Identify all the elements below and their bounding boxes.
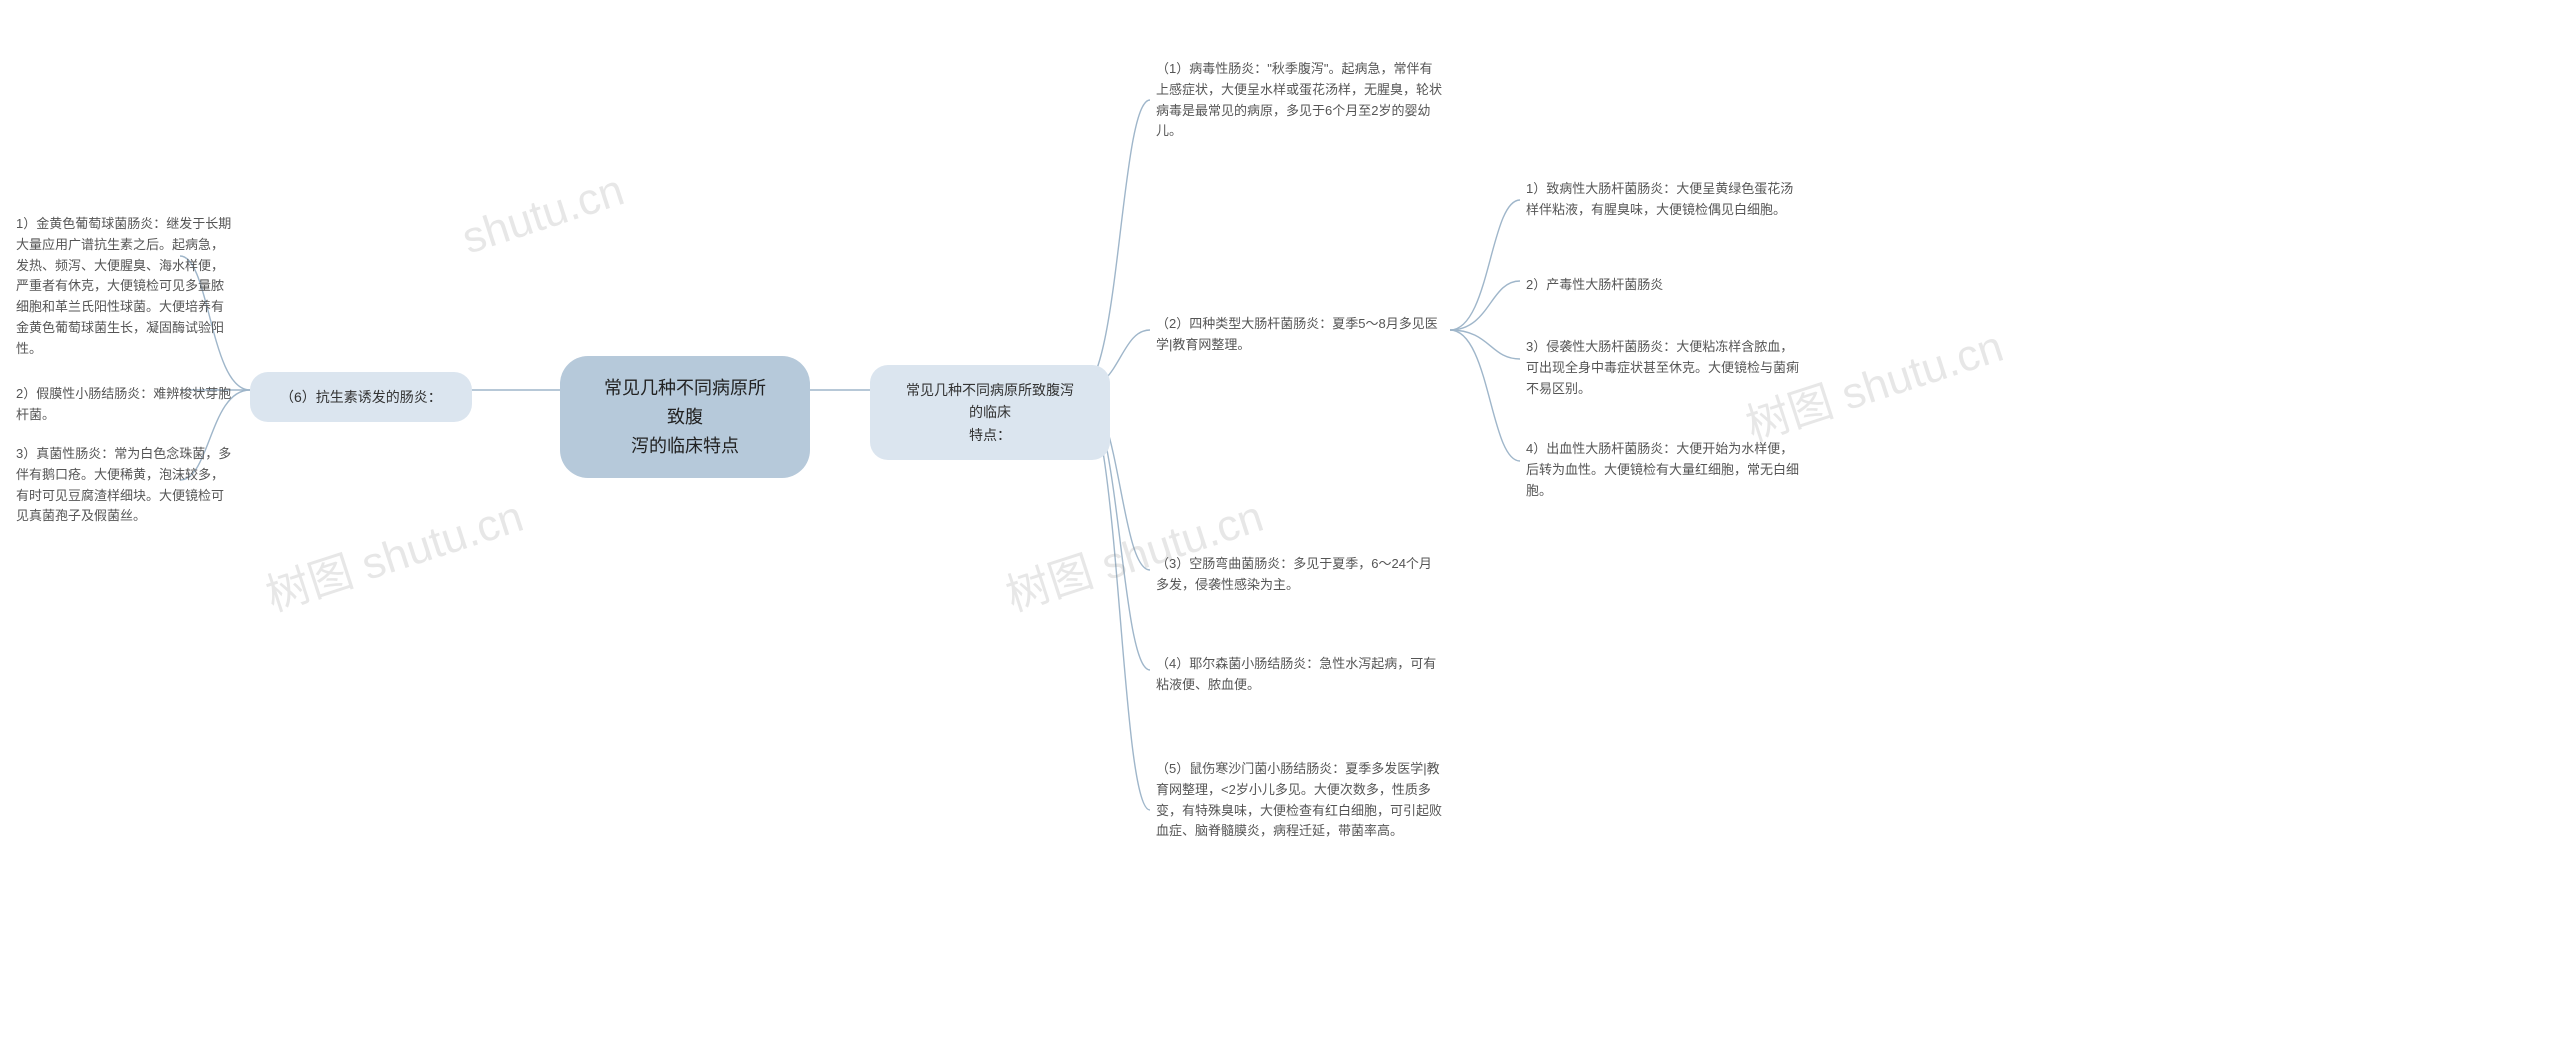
watermark-2: shutu.cn <box>456 166 630 265</box>
right-leaf-5: （5）鼠伤寒沙门菌小肠结肠炎：夏季多发医学|教育网整理，<2岁小儿多见。大便次数… <box>1150 755 1450 846</box>
left-leaf-3: 3）真菌性肠炎：常为白色念珠菌，多伴有鹅口疮。大便稀黄，泡沫较多，有时可见豆腐渣… <box>10 440 240 531</box>
right-leaf-2-sub-1: 1）致病性大肠杆菌肠炎：大便呈黄绿色蛋花汤样伴粘液，有腥臭味，大便镜检偶见白细胞… <box>1520 175 1810 225</box>
right-leaf-2-sub-3: 3）侵袭性大肠杆菌肠炎：大便粘冻样含脓血，可出现全身中毒症状甚至休克。大便镜检与… <box>1520 333 1810 403</box>
right-branch-node[interactable]: 常见几种不同病原所致腹泻的临床 特点： <box>870 365 1110 460</box>
right-leaf-2-sub-4: 4）出血性大肠杆菌肠炎：大便开始为水样便，后转为血性。大便镜检有大量红细胞，常无… <box>1520 435 1810 505</box>
root-node[interactable]: 常见几种不同病原所致腹 泻的临床特点 <box>560 356 810 478</box>
left-leaf-1: 1）金黄色葡萄球菌肠炎：继发于长期大量应用广谱抗生素之后。起病急，发热、频泻、大… <box>10 210 240 364</box>
right-leaf-2-sub-2: 2）产毒性大肠杆菌肠炎 <box>1520 271 1810 300</box>
right-leaf-1: （1）病毒性肠炎："秋季腹泻"。起病急，常伴有上感症状，大便呈水样或蛋花汤样，无… <box>1150 55 1450 146</box>
mindmap-canvas: 常见几种不同病原所致腹 泻的临床特点 （6）抗生素诱发的肠炎： 1）金黄色葡萄球… <box>0 0 2560 1045</box>
watermark-1: 树图 shutu.cn <box>257 480 530 623</box>
right-leaf-2: （2）四种类型大肠杆菌肠炎：夏季5～8月多见医学|教育网整理。 <box>1150 310 1450 360</box>
right-leaf-4: （4）耶尔森菌小肠结肠炎：急性水泻起病，可有粘液便、脓血便。 <box>1150 650 1450 700</box>
connector-layer <box>0 0 2560 1045</box>
left-branch-node[interactable]: （6）抗生素诱发的肠炎： <box>250 372 472 422</box>
right-leaf-3: （3）空肠弯曲菌肠炎：多见于夏季，6～24个月多发，侵袭性感染为主。 <box>1150 550 1450 600</box>
left-leaf-2: 2）假膜性小肠结肠炎：难辨梭状芽胞杆菌。 <box>10 380 240 430</box>
